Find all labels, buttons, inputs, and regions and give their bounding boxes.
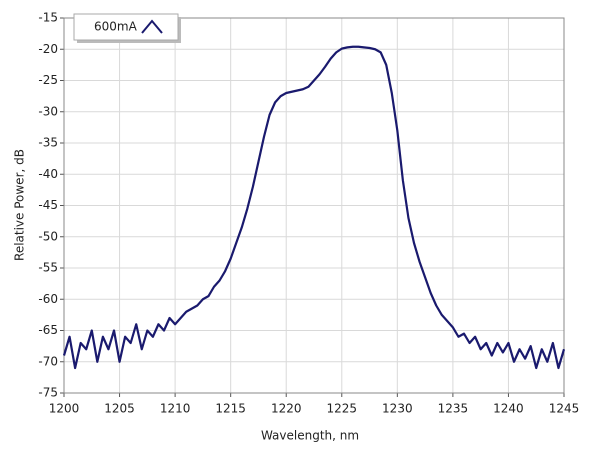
legend-swatch: [141, 19, 163, 34]
spectrum-line: [62, 45, 566, 370]
y-tick-label: -45: [38, 198, 58, 212]
y-tick-label: -70: [38, 354, 58, 368]
x-tick-label: 1200: [49, 402, 80, 416]
x-tick-label: 1220: [271, 402, 302, 416]
legend: 600mA: [73, 13, 181, 43]
y-tick-label: -60: [38, 292, 58, 306]
y-tick-label: -20: [38, 42, 58, 56]
y-tick-label: -55: [38, 261, 58, 275]
y-tick-label: -30: [38, 104, 58, 118]
y-tick-label: -15: [38, 11, 58, 25]
x-tick-label: 1215: [215, 402, 246, 416]
y-tick-label: -75: [38, 386, 58, 400]
x-tick-label: 1235: [438, 402, 469, 416]
y-tick-label: -35: [38, 136, 58, 150]
x-tick-label: 1210: [160, 402, 191, 416]
x-tick-label: 1205: [104, 402, 135, 416]
x-tick-label: 1225: [327, 402, 358, 416]
legend-label: 600mA: [94, 20, 138, 34]
x-axis-label: Wavelength, nm: [261, 429, 359, 443]
y-tick-label: -25: [38, 73, 58, 87]
plot-frame: [63, 17, 565, 394]
y-tick-label: -40: [38, 167, 58, 181]
legend-box: [73, 13, 179, 41]
y-tick-label: -65: [38, 323, 58, 337]
y-tick-label: -50: [38, 229, 58, 243]
x-tick-label: 1240: [493, 402, 524, 416]
y-axis-label: Relative Power, dB: [13, 149, 27, 261]
x-tick-label: 1245: [549, 402, 580, 416]
x-tick-label: 1230: [382, 402, 413, 416]
